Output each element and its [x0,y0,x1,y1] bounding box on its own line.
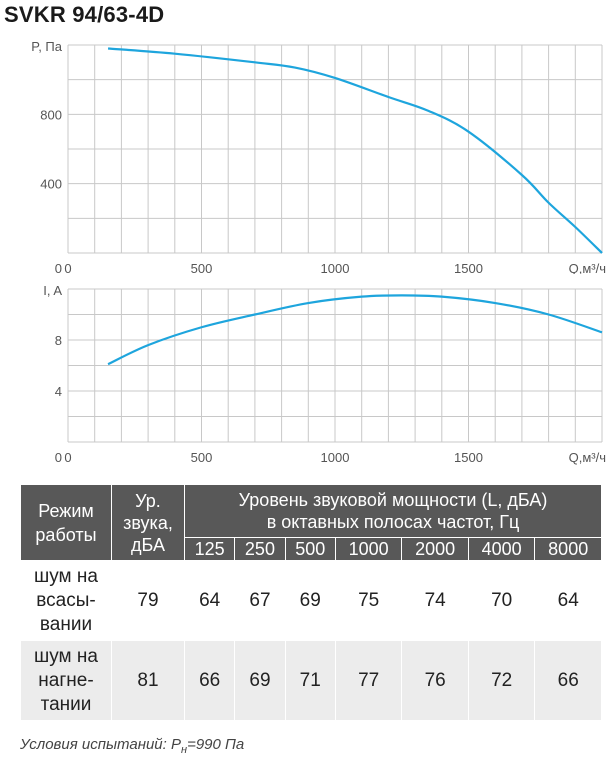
test-conditions-tail: =990 Па [187,736,245,753]
grid [67,44,603,254]
y-axis-label: P, Па [31,39,63,54]
band-value-8000: 66 [534,640,602,721]
mode-cell: шум на всасы-вании [20,560,112,641]
band-125: 125 [183,537,236,561]
noise-table: Режим работы Ур. звука, дБА Уровень звуково… [20,484,602,721]
current-chart: 0 500 1000 1500 4 8 0 I, A Q,м³/ч [43,283,606,465]
band-value-500: 69 [284,560,336,641]
product-title: SVKR 94/63-4D [4,2,165,27]
series-line [107,294,603,366]
band-value-2000: 74 [401,560,469,641]
y-tick-label: 8 [55,333,62,348]
table-row: шум на всасы-вании 79 64 67 69 75 74 70 64 [20,560,602,641]
test-conditions-text: Условия испытаний: P [20,736,181,753]
band-250: 250 [234,537,286,561]
band-value-8000: 64 [534,560,602,641]
band-value-125: 64 [183,560,236,641]
mode-line: всасы- [36,589,96,611]
test-conditions-sub: н [181,744,188,756]
pressure-chart: 0 500 1000 1500 400 800 0 P, Па Q,м³/ч [31,39,606,274]
test-conditions: Условия испытаний: Pн=990 Па [20,736,244,756]
band-value-1000: 77 [334,640,403,721]
mode-header-word: Режим [38,500,94,521]
mode-line: шум на [34,565,98,587]
level-header-word: Ур. [135,490,161,511]
y-tick-label: 4 [55,384,62,399]
band-value-250: 69 [234,640,286,721]
y-axis-label: I, A [43,283,62,298]
mode-header-word: работы [35,524,97,545]
x-tick-label: 1000 [321,450,350,465]
mode-line: нагне- [38,669,94,691]
origin-label: 0 [55,450,62,465]
x-axis-label: Q,м³/ч [569,261,606,274]
band-value-1000: 75 [334,560,403,641]
mode-line: вании [39,613,93,635]
table-row: шум на нагне-тании 81 66 69 71 77 76 72 66 [20,640,602,721]
x-tick-label: 0 [64,450,71,465]
mode-header: Режим работы [20,484,112,561]
mode-cell: шум на нагне-тании [20,640,112,721]
x-tick-label: 500 [191,261,213,274]
level-header-word: дБА [131,534,165,555]
band-4000: 4000 [467,537,536,561]
band-8000: 8000 [534,537,602,561]
level-cell: 79 [111,560,185,641]
band-value-4000: 72 [467,640,536,721]
x-axis-label: Q,м³/ч [569,450,606,465]
band-value-250: 67 [234,560,286,641]
y-tick-label: 800 [40,107,62,122]
mode-line: шум на [34,645,98,667]
x-tick-label: 1500 [454,450,483,465]
band-value-125: 66 [183,640,236,721]
band-2000: 2000 [401,537,469,561]
x-tick-label: 1500 [454,261,483,274]
origin-label: 0 [55,261,62,274]
level-cell: 81 [111,640,185,721]
x-tick-label: 500 [191,450,213,465]
band-header-line1: Уровень звуковой мощности (L, дБА) [238,490,548,510]
x-tick-label: 1000 [321,261,350,274]
band-header: Уровень звуковой мощности (L, дБА) в окт… [184,484,602,538]
level-header-word: звука, [123,512,173,533]
band-1000: 1000 [334,537,403,561]
grid [67,288,603,443]
band-value-500: 71 [284,640,336,721]
band-500: 500 [284,537,336,561]
series-line [107,47,603,254]
band-value-4000: 70 [467,560,536,641]
y-tick-label: 400 [40,177,62,192]
band-header-line2: в октавных полосах частот, Гц [266,512,520,532]
mode-line: тании [40,693,92,715]
level-header: Ур. звука, дБА [111,484,185,561]
x-tick-label: 0 [64,261,71,274]
band-value-2000: 76 [401,640,469,721]
